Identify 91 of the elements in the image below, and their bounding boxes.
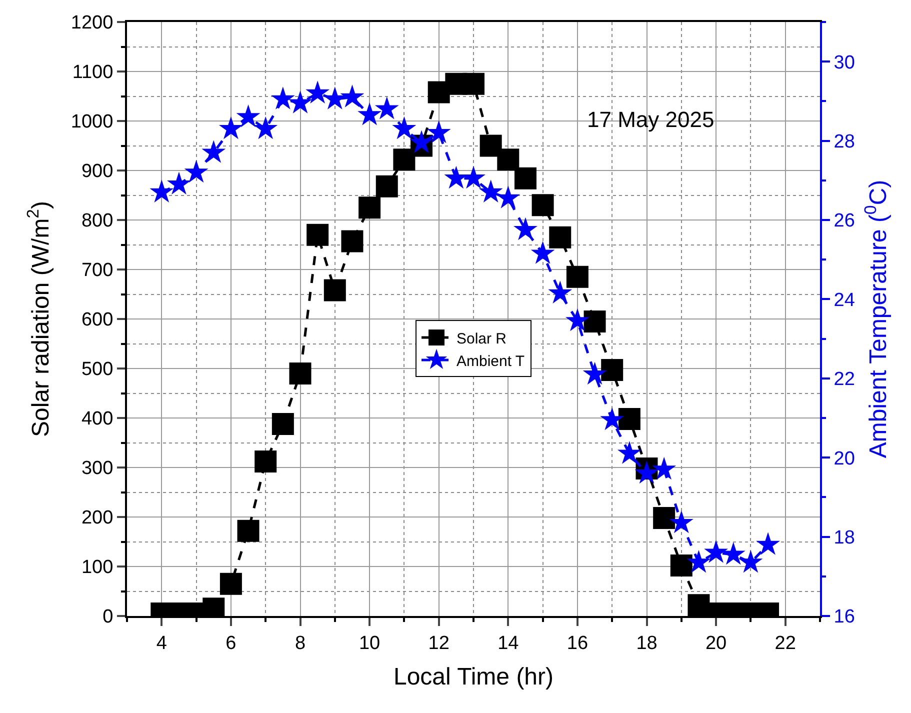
point [322,86,347,110]
y-tick-label: 1000 [70,112,114,133]
y-tick-label: 500 [81,359,114,380]
point [340,84,364,108]
point [166,172,191,195]
point [549,226,572,248]
y2-tick-label: 16 [834,606,855,628]
point [514,217,538,240]
point [566,266,588,288]
y-tick-label: 200 [81,508,114,529]
point [617,441,642,464]
point [582,362,607,385]
point [548,280,572,304]
x-tick-label: 20 [705,632,727,654]
point [634,460,659,484]
x-tick-label: 8 [294,632,306,654]
point [254,450,277,473]
point [270,86,295,110]
y-tick-label: 1100 [72,62,114,84]
y-tick-label: 400 [81,408,114,430]
point [478,180,503,202]
point [426,120,451,144]
x-tick-label: 18 [636,632,658,654]
legend-label: Solar R [456,330,507,348]
point [254,116,278,140]
point [272,412,294,435]
x-tick-label: 16 [566,632,588,654]
point [341,230,364,252]
x-tick-label: 22 [774,632,796,654]
point [306,80,330,104]
point [669,510,694,534]
y2-tick-label: 26 [834,210,855,232]
y-tick-label: 600 [81,310,114,331]
point [236,104,260,128]
point [584,310,606,332]
point [462,72,484,95]
y-tick-label: 0 [102,606,114,628]
point [306,224,329,246]
point [237,520,260,542]
x-tick-label: 4 [156,632,168,654]
point [738,550,763,573]
point [376,175,398,198]
y2-tick-label: 30 [834,52,855,74]
point [653,506,676,529]
point [530,241,555,264]
y2-tick-label: 18 [834,527,855,548]
legend-label: Ambient T [456,352,525,370]
point [410,130,434,153]
y2-tick-label: 20 [834,448,855,470]
y-tick-label: 700 [81,260,114,282]
point [358,196,381,219]
point [532,194,554,216]
x-tick-label: 10 [358,632,380,654]
point [704,540,728,563]
point [686,550,711,573]
point [324,279,346,302]
point [220,572,242,595]
point [514,167,536,190]
y2-tick-label: 24 [834,290,856,311]
point [480,134,502,157]
y-tick-label: 300 [81,458,114,480]
point [218,116,243,140]
point [358,102,382,126]
point [721,542,746,565]
x-axis-title: Local Time (hr) [393,664,554,691]
y-tick-label: 100 [81,557,114,578]
point [565,308,590,332]
y-tick-label: 1200 [70,12,114,34]
point [756,532,780,555]
x-tick-label: 14 [498,632,520,654]
y-tick-label: 900 [81,161,114,182]
point [202,140,226,163]
point [393,148,416,171]
point [288,90,312,114]
point [184,160,208,183]
x-tick-label: 12 [428,632,450,654]
point [601,358,624,381]
y2-tick-label: 22 [834,369,855,390]
point [670,554,692,577]
annotation: 17 May 2025 [587,107,714,132]
x-tick-label: 6 [226,632,236,654]
point [600,407,624,430]
point [392,116,416,140]
point [289,362,312,384]
point [374,96,399,120]
point [497,148,520,171]
y-tick-label: 800 [81,210,114,232]
point [618,408,640,430]
point [150,180,174,202]
point [652,456,676,480]
y2-tick-label: 28 [834,131,855,152]
